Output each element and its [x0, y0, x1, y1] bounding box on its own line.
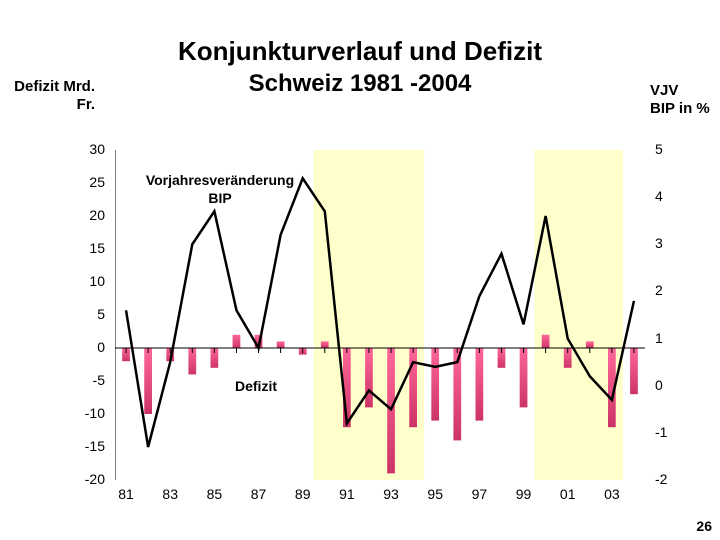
ytick-left: 30	[0, 141, 105, 157]
deficit-bar	[409, 348, 417, 427]
deficit-bar	[476, 348, 484, 421]
chart-subtitle: Schweiz 1981 -2004	[0, 70, 720, 98]
deficit-bar	[520, 348, 528, 407]
ytick-left: -5	[0, 372, 105, 388]
highlight-band	[535, 150, 623, 480]
xtick-label: 85	[199, 486, 229, 502]
deficit-bar	[630, 348, 638, 394]
xtick-label: 91	[332, 486, 362, 502]
ytick-left: -20	[0, 471, 105, 487]
right-axis-label-line2: BIP in %	[650, 100, 710, 117]
ytick-left: 0	[0, 339, 105, 355]
deficit-bar	[365, 348, 373, 407]
xtick-label: 97	[464, 486, 494, 502]
ytick-left: -15	[0, 438, 105, 454]
xtick-label: 99	[509, 486, 539, 502]
xtick-label: 93	[376, 486, 406, 502]
ytick-left: 5	[0, 306, 105, 322]
ytick-right: 3	[655, 235, 663, 251]
left-axis-label-line1: Defizit Mrd.	[14, 78, 95, 95]
xtick-label: 87	[244, 486, 274, 502]
deficit-bar	[542, 335, 550, 348]
xtick-label: 89	[288, 486, 318, 502]
ytick-left: 10	[0, 273, 105, 289]
left-axis-label: Defizit Mrd. Fr.	[0, 78, 95, 114]
right-axis-label-line1: VJV	[650, 82, 678, 99]
highlight-band	[314, 150, 424, 480]
ytick-right: 2	[655, 282, 663, 298]
ytick-right: -2	[655, 471, 667, 487]
chart-title: Konjunkturverlauf und Defizit	[0, 36, 720, 67]
right-axis-label: VJV BIP in %	[650, 82, 710, 118]
ytick-left: -10	[0, 405, 105, 421]
ytick-left: 20	[0, 207, 105, 223]
xtick-label: 83	[155, 486, 185, 502]
gdp-series-label: Vorjahresveränderung BIP	[130, 172, 310, 207]
deficit-bar	[233, 335, 241, 348]
xtick-label: 81	[111, 486, 141, 502]
ytick-right: 4	[655, 188, 663, 204]
ytick-right: 5	[655, 141, 663, 157]
xtick-label: 95	[420, 486, 450, 502]
deficit-bar	[321, 341, 329, 348]
deficit-series-label: Defizit	[235, 378, 277, 396]
left-axis-label-line2: Fr.	[77, 96, 95, 113]
ytick-right: 1	[655, 330, 663, 346]
ytick-right: 0	[655, 377, 663, 393]
deficit-bar	[277, 341, 285, 348]
ytick-left: 15	[0, 240, 105, 256]
slide-number: 26	[696, 518, 712, 534]
ytick-right: -1	[655, 424, 667, 440]
ytick-left: 25	[0, 174, 105, 190]
xtick-label: 03	[597, 486, 627, 502]
xtick-label: 01	[553, 486, 583, 502]
deficit-bar	[586, 341, 594, 348]
deficit-bar	[431, 348, 439, 421]
deficit-bar	[144, 348, 152, 414]
